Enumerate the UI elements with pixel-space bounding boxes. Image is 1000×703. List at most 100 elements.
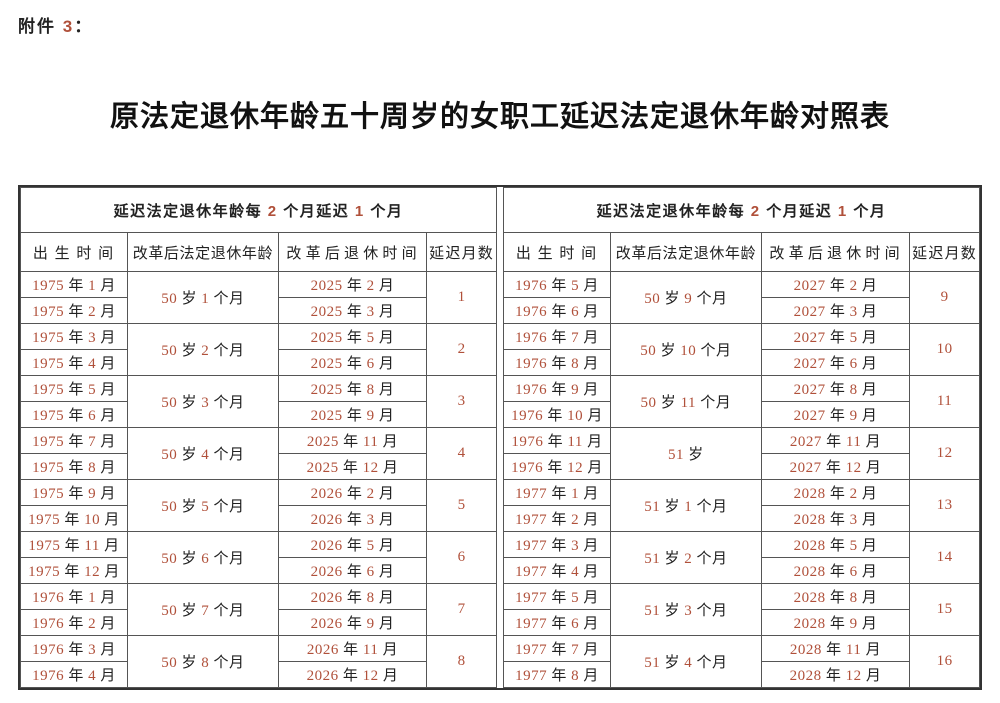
table-row: 1976 年 10 月 2027 年 9 月 xyxy=(503,401,980,428)
column-header-3: 延迟月数 xyxy=(909,232,980,272)
comparison-table: 延迟法定退休年龄每 2 个月延迟 1 个月 出生时间 改革后法定退休年龄 改革后退休时… xyxy=(18,185,982,690)
red-digit: 1975 xyxy=(32,304,65,320)
red-digit: 9 xyxy=(571,382,580,398)
red-digit: 2026 xyxy=(306,642,339,658)
red-digit: 9 xyxy=(88,486,97,502)
retire-cell: 2025 年 8 月 xyxy=(277,375,428,402)
retire-cell: 2027 年 2 月 xyxy=(760,271,911,298)
red-digit: 2 xyxy=(88,616,97,632)
red-digit: 1975 xyxy=(32,486,65,502)
red-digit: 2 xyxy=(366,278,375,294)
red-digit: 1976 xyxy=(32,642,65,658)
table-row: 1976 年 4 月 2026 年 12 月 xyxy=(20,661,497,688)
red-digit: 11 xyxy=(845,434,862,450)
red-digit: 12 xyxy=(362,460,379,476)
red-digit: 12 xyxy=(845,668,862,684)
red-digit: 7 xyxy=(201,603,210,619)
retire-cell: 2025 年 12 月 xyxy=(277,453,428,480)
table-row: 1977 年 7 月 51 岁 4 个月 2028 年 11 月 16 xyxy=(503,635,980,688)
red-digit: 1976 xyxy=(511,408,544,424)
red-digit: 2028 xyxy=(793,538,826,554)
red-digit: 5 xyxy=(849,330,858,346)
delay-months-cell: 3 xyxy=(426,375,497,428)
birth-cell: 1976 年 8 月 xyxy=(503,349,611,376)
red-digit: 13 xyxy=(936,497,953,513)
retire-cell: 2028 年 2 月 xyxy=(760,479,911,506)
age-cell: 51 岁 2 个月 xyxy=(609,531,762,584)
red-digit: 1 xyxy=(201,291,210,307)
red-digit: 6 xyxy=(457,549,466,565)
birth-cell: 1975 年 4 月 xyxy=(20,349,128,376)
table-row: 1975 年 10 月 2026 年 3 月 xyxy=(20,505,497,532)
column-header-3: 延迟月数 xyxy=(426,232,497,272)
red-digit: 3 xyxy=(457,393,466,409)
age-cell: 50 岁 5 个月 xyxy=(126,479,279,532)
red-digit: 6 xyxy=(201,551,210,567)
age-cell: 51 岁 3 个月 xyxy=(609,583,762,636)
table-row: 1975 年 1 月 50 岁 1 个月 2025 年 2 月 1 xyxy=(20,271,497,324)
age-cell: 50 岁 8 个月 xyxy=(126,635,279,688)
red-digit: 12 xyxy=(936,445,953,461)
red-digit: 6 xyxy=(571,616,580,632)
table-row: 1976 年 5 月 50 岁 9 个月 2027 年 2 月 9 xyxy=(503,271,980,324)
red-digit: 6 xyxy=(849,564,858,580)
red-digit: 1976 xyxy=(511,434,544,450)
age-cell: 50 岁 7 个月 xyxy=(126,583,279,636)
red-digit: 1 xyxy=(684,499,693,515)
retire-cell: 2028 年 6 月 xyxy=(760,557,911,584)
table-row: 1975 年 12 月 2026 年 6 月 xyxy=(20,557,497,584)
column-header-1: 改革后法定退休年龄 xyxy=(126,232,279,272)
red-digit: 10 xyxy=(84,512,101,528)
red-digit: 2 xyxy=(750,202,761,220)
table-row: 1975 年 11 月 50 岁 6 个月 2026 年 5 月 6 xyxy=(20,531,497,584)
table-row: 1977 年 2 月 2028 年 3 月 xyxy=(503,505,980,532)
red-digit: 5 xyxy=(571,278,580,294)
age-cell: 50 岁 4 个月 xyxy=(126,427,279,480)
age-cell: 51 岁 4 个月 xyxy=(609,635,762,688)
red-digit: 1 xyxy=(457,289,466,305)
delay-months-cell: 14 xyxy=(909,531,980,584)
red-digit: 1 xyxy=(354,202,365,220)
retire-cell: 2026 年 6 月 xyxy=(277,557,428,584)
red-digit: 1976 xyxy=(32,668,65,684)
red-digit: 12 xyxy=(567,460,584,476)
red-digit: 3 xyxy=(88,642,97,658)
red-digit: 50 xyxy=(161,603,178,619)
red-digit: 2026 xyxy=(310,616,343,632)
birth-cell: 1975 年 5 月 xyxy=(20,375,128,402)
retire-cell: 2027 年 12 月 xyxy=(760,453,911,480)
birth-cell: 1975 年 9 月 xyxy=(20,479,128,506)
red-digit: 1977 xyxy=(515,616,548,632)
group-header: 延迟法定退休年龄每 2 个月延迟 1 个月 xyxy=(503,187,980,233)
delay-months-cell: 7 xyxy=(426,583,497,636)
red-digit: 5 xyxy=(366,330,375,346)
red-digit: 3 xyxy=(684,603,693,619)
age-cell: 51 岁 1 个月 xyxy=(609,479,762,532)
red-digit: 2027 xyxy=(793,278,826,294)
delay-months-cell: 13 xyxy=(909,479,980,532)
red-digit: 8 xyxy=(849,590,858,606)
red-digit: 2 xyxy=(571,512,580,528)
red-digit: 1976 xyxy=(515,382,548,398)
red-digit: 8 xyxy=(366,590,375,606)
red-digit: 1975 xyxy=(32,460,65,476)
red-digit: 2028 xyxy=(793,616,826,632)
delay-months-cell: 11 xyxy=(909,375,980,428)
retire-cell: 2028 年 11 月 xyxy=(760,635,911,662)
table-row: 1977 年 4 月 2028 年 6 月 xyxy=(503,557,980,584)
red-digit: 50 xyxy=(644,291,661,307)
red-digit: 1977 xyxy=(515,512,548,528)
retire-cell: 2027 年 8 月 xyxy=(760,375,911,402)
red-digit: 5 xyxy=(366,538,375,554)
table-row: 1976 年 1 月 50 岁 7 个月 2026 年 8 月 7 xyxy=(20,583,497,636)
red-digit: 1976 xyxy=(511,460,544,476)
delay-months-cell: 9 xyxy=(909,271,980,324)
red-digit: 11 xyxy=(845,642,862,658)
birth-cell: 1975 年 3 月 xyxy=(20,323,128,350)
red-digit: 12 xyxy=(362,668,379,684)
group-header-row: 延迟法定退休年龄每 2 个月延迟 1 个月 xyxy=(503,187,980,233)
red-digit: 2 xyxy=(849,486,858,502)
red-digit: 50 xyxy=(640,395,657,411)
birth-cell: 1975 年 2 月 xyxy=(20,297,128,324)
red-digit: 8 xyxy=(201,655,210,671)
